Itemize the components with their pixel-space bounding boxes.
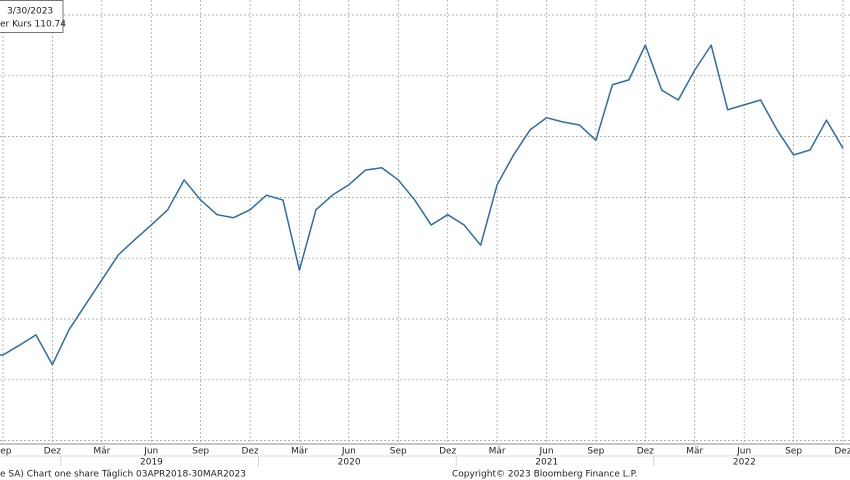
- x-tick-label: Sep: [785, 447, 802, 457]
- x-tick-label: Dez: [637, 447, 654, 457]
- grid: [0, 0, 850, 444]
- x-tick-label: Sep: [587, 447, 604, 457]
- year-label: 2021: [535, 458, 558, 468]
- x-tick-label: Jun: [538, 447, 553, 457]
- x-tick-label: Mär: [93, 447, 110, 457]
- footer-left: e SA) Chart one share Täglich 03APR2018-…: [0, 470, 246, 480]
- x-tick-label: Dez: [439, 447, 456, 457]
- x-tick-label: Sep: [0, 447, 12, 457]
- x-tick-label: Mär: [686, 447, 703, 457]
- legend-text: er Kurs 110.74: [0, 20, 66, 30]
- year-label: 2020: [338, 458, 361, 468]
- year-label: 2019: [140, 458, 163, 468]
- footer-right: Copyright© 2023 Bloomberg Finance L.P.: [452, 470, 637, 480]
- plot-area: [0, 44, 844, 366]
- year-label: 2022: [733, 458, 756, 468]
- x-tick-label: Mär: [291, 447, 308, 457]
- x-tick-label: Dez: [44, 447, 61, 457]
- x-tick-label: Jun: [736, 447, 751, 457]
- price-line: [0, 44, 844, 366]
- x-tick-label: Sep: [390, 447, 407, 457]
- x-tick-label: Mär: [489, 447, 506, 457]
- legend-box: [0, 0, 64, 33]
- x-tick-label: Sep: [192, 447, 209, 457]
- x-tick-label: Jun: [143, 447, 158, 457]
- x-tick-label: Jun: [341, 447, 356, 457]
- x-tick-label: Dez: [834, 447, 850, 457]
- legend-date: 3/30/2023: [7, 7, 53, 17]
- x-tick-label: Dez: [241, 447, 258, 457]
